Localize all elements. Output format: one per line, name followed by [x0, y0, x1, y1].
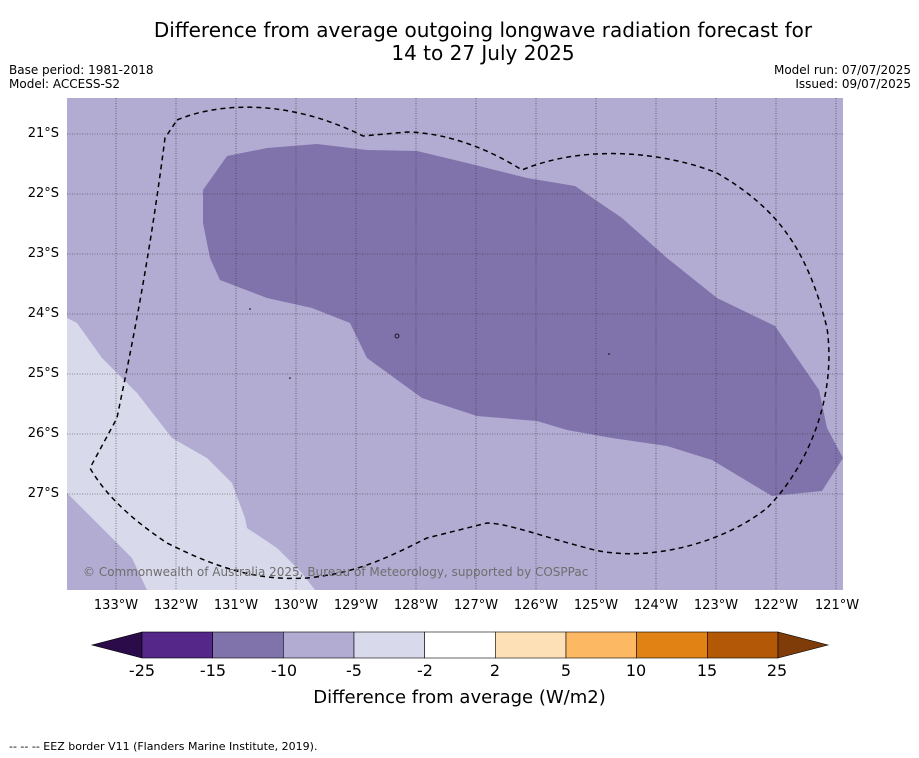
colorbar-tick: -10	[270, 661, 298, 680]
island-marker	[249, 308, 251, 310]
chart-title: Difference from average outgoing longwav…	[0, 19, 919, 65]
anomaly-region-pale	[67, 318, 315, 590]
colorbar-bin	[424, 631, 496, 659]
lon-label: 124°W	[633, 598, 679, 613]
colorbar-tick: 10	[625, 661, 647, 680]
colorbar-bin	[707, 631, 779, 659]
title-line-2: 14 to 27 July 2025	[391, 41, 575, 65]
model-name: Model: ACCESS-S2	[9, 77, 121, 91]
colorbar-tick: -2	[417, 661, 433, 680]
colorbar-label: Difference from average (W/m2)	[313, 687, 606, 708]
colorbar-tick: 25	[766, 661, 788, 680]
base-period: Base period: 1981-2018	[9, 63, 154, 77]
map-canvas	[67, 98, 843, 590]
colorbar-tick: -25	[128, 661, 156, 680]
colorbar-arrow-max	[777, 631, 830, 659]
lat-label: 21°S	[27, 126, 59, 141]
lon-label: 127°W	[453, 598, 499, 613]
colorbar-bin	[212, 631, 284, 659]
grid-lines	[67, 98, 843, 590]
colorbar-bin	[565, 631, 637, 659]
eez-legend: -- -- -- EEZ border V11 (Flanders Marine…	[9, 740, 318, 753]
lat-label: 27°S	[27, 486, 59, 501]
lon-label: 130°W	[273, 598, 319, 613]
model-run: Model run: 07/07/2025	[773, 63, 911, 77]
lat-label: 24°S	[27, 306, 59, 321]
colorbar-bin	[283, 631, 355, 659]
lon-label: 122°W	[753, 598, 799, 613]
colorbar-bin	[636, 631, 708, 659]
lon-label: 129°W	[333, 598, 379, 613]
colorbar-tick: 5	[560, 661, 572, 680]
lon-label: 132°W	[153, 598, 199, 613]
lon-label: 123°W	[693, 598, 739, 613]
colorbar-tick: -15	[199, 661, 227, 680]
anomaly-region-medium	[203, 144, 843, 496]
map-panel	[67, 98, 843, 590]
colorbar-bin	[495, 631, 567, 659]
eez-border	[89, 106, 830, 580]
lon-label: 126°W	[513, 598, 559, 613]
lon-label: 128°W	[393, 598, 439, 613]
lat-label: 22°S	[27, 186, 59, 201]
title-line-1: Difference from average outgoing longwav…	[153, 18, 813, 42]
lon-label: 131°W	[213, 598, 259, 613]
lat-label: 26°S	[27, 426, 59, 441]
island-marker	[289, 377, 291, 379]
colorbar	[90, 630, 830, 666]
lat-label: 25°S	[27, 366, 59, 381]
island-marker	[608, 353, 610, 355]
copyright-notice: © Commonwealth of Australia 2025, Bureau…	[83, 565, 589, 579]
colorbar-bin	[141, 631, 213, 659]
lon-label: 125°W	[573, 598, 619, 613]
colorbar-arrow-min	[90, 631, 143, 659]
meta-right: Model run: 07/07/2025 Issued: 09/07/2025	[774, 63, 911, 91]
lon-label: 133°W	[93, 598, 139, 613]
meta-left: Base period: 1981-2018 Model: ACCESS-S2	[9, 63, 154, 91]
colorbar-tick: 15	[696, 661, 718, 680]
colorbar-graphic	[90, 631, 830, 659]
lon-label: 121°W	[814, 598, 860, 613]
colorbar-tick: 2	[489, 661, 501, 680]
colorbar-tick: -5	[346, 661, 362, 680]
issued-date: Issued: 09/07/2025	[795, 77, 911, 91]
island-marker	[394, 333, 400, 339]
lat-label: 23°S	[27, 246, 59, 261]
colorbar-bin	[353, 631, 425, 659]
